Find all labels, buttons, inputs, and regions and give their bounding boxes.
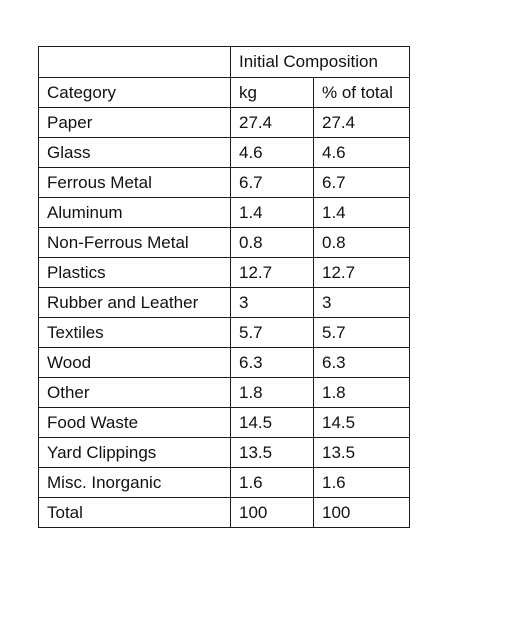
kg-cell: 100: [230, 497, 314, 528]
table-row: Non-Ferrous Metal 0.8 0.8: [38, 227, 410, 258]
percent-cell: 27.4: [313, 107, 410, 138]
total-row: Total 100 100: [38, 497, 410, 528]
column-header-row: Category kg % of total: [38, 77, 410, 108]
kg-cell: 3: [230, 287, 314, 318]
kg-cell: 12.7: [230, 257, 314, 288]
category-cell: Food Waste: [38, 407, 231, 438]
kg-cell: 14.5: [230, 407, 314, 438]
category-cell: Wood: [38, 347, 231, 378]
category-cell: Rubber and Leather: [38, 287, 231, 318]
group-header-row: Initial Composition: [38, 46, 410, 78]
table-row: Yard Clippings 13.5 13.5: [38, 437, 410, 468]
percent-cell: 5.7: [313, 317, 410, 348]
kg-cell: 1.8: [230, 377, 314, 408]
category-cell: Misc. Inorganic: [38, 467, 231, 498]
category-cell: Textiles: [38, 317, 231, 348]
category-cell: Glass: [38, 137, 231, 168]
percent-cell: 1.4: [313, 197, 410, 228]
header-percent: % of total: [313, 77, 410, 108]
percent-cell: 12.7: [313, 257, 410, 288]
category-cell: Yard Clippings: [38, 437, 231, 468]
table-row: Rubber and Leather 3 3: [38, 287, 410, 318]
table-row: Plastics 12.7 12.7: [38, 257, 410, 288]
category-cell: Non-Ferrous Metal: [38, 227, 231, 258]
kg-cell: 1.4: [230, 197, 314, 228]
percent-cell: 3: [313, 287, 410, 318]
table-row: Ferrous Metal 6.7 6.7: [38, 167, 410, 198]
kg-cell: 5.7: [230, 317, 314, 348]
category-cell: Paper: [38, 107, 231, 138]
percent-cell: 6.7: [313, 167, 410, 198]
header-category: Category: [38, 77, 231, 108]
table-row: Food Waste 14.5 14.5: [38, 407, 410, 438]
table-row: Paper 27.4 27.4: [38, 107, 410, 138]
kg-cell: 27.4: [230, 107, 314, 138]
category-cell: Aluminum: [38, 197, 231, 228]
percent-cell: 14.5: [313, 407, 410, 438]
percent-cell: 0.8: [313, 227, 410, 258]
category-cell: Plastics: [38, 257, 231, 288]
kg-cell: 0.8: [230, 227, 314, 258]
percent-cell: 1.8: [313, 377, 410, 408]
percent-cell: 4.6: [313, 137, 410, 168]
table-row: Textiles 5.7 5.7: [38, 317, 410, 348]
initial-composition-header: Initial Composition: [230, 46, 410, 78]
percent-cell: 6.3: [313, 347, 410, 378]
percent-cell: 1.6: [313, 467, 410, 498]
table-row: Glass 4.6 4.6: [38, 137, 410, 168]
percent-cell: 13.5: [313, 437, 410, 468]
header-kg: kg: [230, 77, 314, 108]
kg-cell: 13.5: [230, 437, 314, 468]
kg-cell: 6.7: [230, 167, 314, 198]
percent-cell: 100: [313, 497, 410, 528]
table-row: Other 1.8 1.8: [38, 377, 410, 408]
table-row: Aluminum 1.4 1.4: [38, 197, 410, 228]
kg-cell: 4.6: [230, 137, 314, 168]
category-cell: Ferrous Metal: [38, 167, 231, 198]
empty-corner-cell: [38, 46, 231, 78]
table-row: Misc. Inorganic 1.6 1.6: [38, 467, 410, 498]
kg-cell: 6.3: [230, 347, 314, 378]
category-cell: Total: [38, 497, 231, 528]
composition-table: Initial Composition Category kg % of tot…: [38, 46, 410, 528]
table-row: Wood 6.3 6.3: [38, 347, 410, 378]
category-cell: Other: [38, 377, 231, 408]
kg-cell: 1.6: [230, 467, 314, 498]
